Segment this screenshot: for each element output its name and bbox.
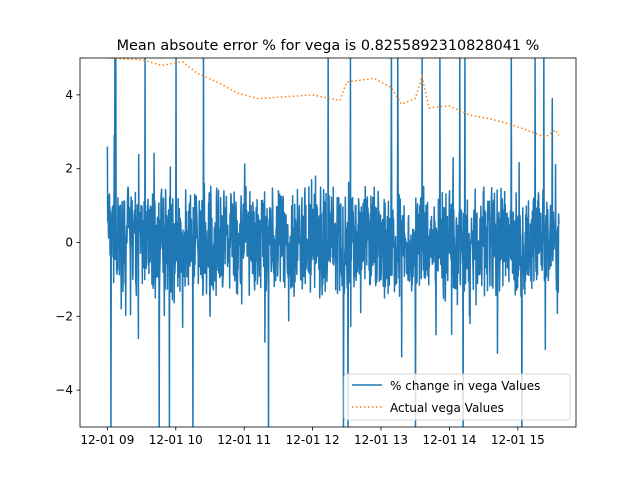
series-layer [106, 58, 560, 427]
series-change-line [106, 58, 560, 427]
x-axis: 12-01 09 12-01 10 12-01 11 12-01 12 12-01 13… [80, 427, 545, 447]
y-tick-label: 0 [65, 236, 73, 250]
legend-box [343, 373, 571, 421]
x-tick-label: 12-01 09 [80, 433, 134, 447]
x-tick-label: 12-01 12 [286, 433, 340, 447]
y-tick-label: 2 [65, 162, 73, 176]
x-tick-label: 12-01 14 [422, 433, 476, 447]
chart-title: Mean absoute error % for vega is 0.82558… [117, 38, 540, 54]
y-tick-label: −2 [55, 309, 73, 323]
y-tick-label: −4 [55, 383, 73, 397]
x-tick-label: 12-01 10 [149, 433, 203, 447]
series-actual-line [107, 58, 560, 139]
legend-label-actual: Actual vega Values [390, 401, 504, 415]
y-axis: −4 −2 0 2 4 [55, 88, 80, 397]
legend: % change in vega Values Actual vega Valu… [343, 373, 571, 421]
legend-label-change: % change in vega Values [390, 379, 540, 393]
x-tick-label: 12-01 11 [217, 433, 271, 447]
y-tick-label: 4 [65, 88, 73, 102]
x-tick-label: 12-01 13 [354, 433, 408, 447]
x-tick-label: 12-01 15 [491, 433, 545, 447]
